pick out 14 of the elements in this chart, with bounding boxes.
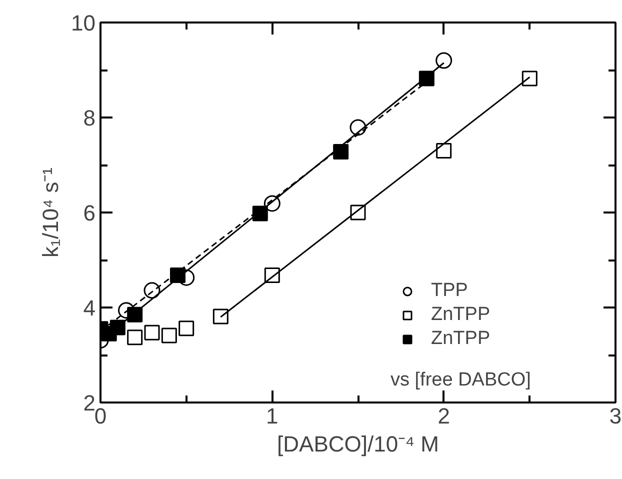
y-tick-label: 8 — [83, 106, 96, 130]
annotation: vs [free DABCO] — [390, 370, 531, 390]
legend-label: ZnTPP — [431, 328, 490, 350]
y-axis-title: k₁/10⁴ s⁻¹ — [38, 168, 64, 258]
legend-label: TPP — [431, 280, 468, 302]
x-tick-label: 3 — [609, 404, 622, 428]
y-tick-label: 10 — [71, 10, 96, 36]
y-tick-label: 6 — [83, 200, 96, 226]
x-axis-title: [DABCO]/10⁻⁴ M — [277, 432, 439, 456]
legend-label: ZnTPP — [431, 304, 490, 326]
x-tick-label: 1 — [266, 404, 278, 428]
x-tick-label: 2 — [438, 404, 450, 428]
y-tick-label: 4 — [83, 296, 96, 320]
x-tick-label: 0 — [94, 404, 107, 428]
